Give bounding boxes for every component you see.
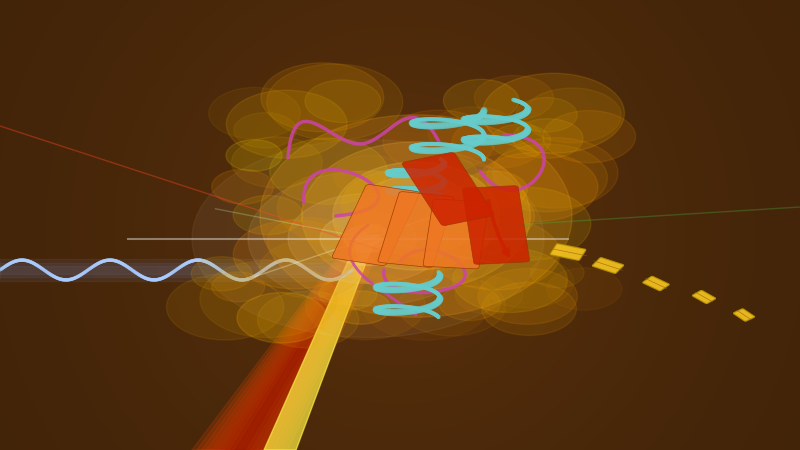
Circle shape xyxy=(305,80,381,122)
FancyBboxPatch shape xyxy=(734,309,754,321)
FancyBboxPatch shape xyxy=(734,309,754,321)
Circle shape xyxy=(226,140,282,171)
Polygon shape xyxy=(221,225,382,450)
Circle shape xyxy=(482,282,577,335)
Ellipse shape xyxy=(302,142,530,290)
Circle shape xyxy=(209,87,301,139)
Circle shape xyxy=(331,291,390,324)
Circle shape xyxy=(319,278,377,310)
Circle shape xyxy=(481,256,574,308)
Circle shape xyxy=(474,76,554,120)
Circle shape xyxy=(192,140,544,338)
Circle shape xyxy=(415,207,499,254)
Circle shape xyxy=(234,220,356,289)
Circle shape xyxy=(460,171,527,209)
Circle shape xyxy=(428,107,519,158)
FancyBboxPatch shape xyxy=(332,184,420,266)
Circle shape xyxy=(523,88,622,143)
FancyBboxPatch shape xyxy=(550,244,586,260)
Circle shape xyxy=(344,225,392,252)
Circle shape xyxy=(270,138,387,204)
Circle shape xyxy=(288,194,448,284)
Circle shape xyxy=(482,73,625,153)
FancyBboxPatch shape xyxy=(592,258,624,273)
Circle shape xyxy=(226,90,347,158)
Circle shape xyxy=(396,216,501,275)
Circle shape xyxy=(334,155,407,197)
Circle shape xyxy=(191,256,252,291)
Circle shape xyxy=(166,274,284,340)
Circle shape xyxy=(460,187,590,261)
Circle shape xyxy=(452,117,544,168)
FancyBboxPatch shape xyxy=(642,276,670,291)
Circle shape xyxy=(356,232,380,245)
Polygon shape xyxy=(226,225,380,450)
Polygon shape xyxy=(211,225,385,450)
Circle shape xyxy=(362,249,433,289)
Circle shape xyxy=(366,243,446,287)
Circle shape xyxy=(200,261,337,338)
Polygon shape xyxy=(197,225,389,450)
FancyBboxPatch shape xyxy=(592,258,624,273)
Circle shape xyxy=(453,248,567,312)
Circle shape xyxy=(414,242,465,270)
Circle shape xyxy=(398,276,506,336)
Circle shape xyxy=(432,218,560,290)
Ellipse shape xyxy=(354,176,478,256)
Polygon shape xyxy=(206,225,386,450)
Circle shape xyxy=(443,79,519,122)
Circle shape xyxy=(516,98,578,132)
Circle shape xyxy=(486,144,607,212)
Circle shape xyxy=(490,124,550,158)
FancyBboxPatch shape xyxy=(402,153,494,225)
Circle shape xyxy=(478,269,578,324)
FancyBboxPatch shape xyxy=(378,192,454,267)
FancyBboxPatch shape xyxy=(693,291,715,303)
FancyBboxPatch shape xyxy=(550,244,586,260)
Polygon shape xyxy=(202,225,387,450)
Circle shape xyxy=(267,217,350,264)
Circle shape xyxy=(277,171,409,245)
Circle shape xyxy=(320,212,416,266)
Circle shape xyxy=(248,171,488,306)
Polygon shape xyxy=(192,225,390,450)
Circle shape xyxy=(530,258,584,288)
Circle shape xyxy=(211,272,265,302)
FancyBboxPatch shape xyxy=(423,199,489,269)
Circle shape xyxy=(306,272,426,340)
Circle shape xyxy=(259,240,362,298)
Circle shape xyxy=(233,195,303,234)
Circle shape xyxy=(261,63,384,132)
Circle shape xyxy=(546,268,622,310)
Circle shape xyxy=(439,286,500,320)
Circle shape xyxy=(234,112,297,148)
Circle shape xyxy=(231,137,322,188)
Circle shape xyxy=(455,276,522,314)
Circle shape xyxy=(212,169,274,204)
Circle shape xyxy=(383,110,494,173)
Circle shape xyxy=(258,291,358,348)
Circle shape xyxy=(432,187,534,245)
FancyBboxPatch shape xyxy=(642,276,670,291)
Polygon shape xyxy=(216,225,383,450)
Circle shape xyxy=(513,119,583,158)
Circle shape xyxy=(342,170,463,238)
Circle shape xyxy=(422,158,478,189)
Polygon shape xyxy=(230,225,379,450)
Polygon shape xyxy=(235,225,378,450)
FancyBboxPatch shape xyxy=(462,186,530,264)
Polygon shape xyxy=(264,225,380,450)
Circle shape xyxy=(362,268,490,340)
Circle shape xyxy=(474,152,598,221)
Ellipse shape xyxy=(260,115,572,317)
Circle shape xyxy=(237,292,326,343)
Ellipse shape xyxy=(333,162,499,270)
Circle shape xyxy=(266,64,402,140)
Circle shape xyxy=(542,111,636,163)
Circle shape xyxy=(493,138,618,208)
FancyBboxPatch shape xyxy=(693,291,715,303)
